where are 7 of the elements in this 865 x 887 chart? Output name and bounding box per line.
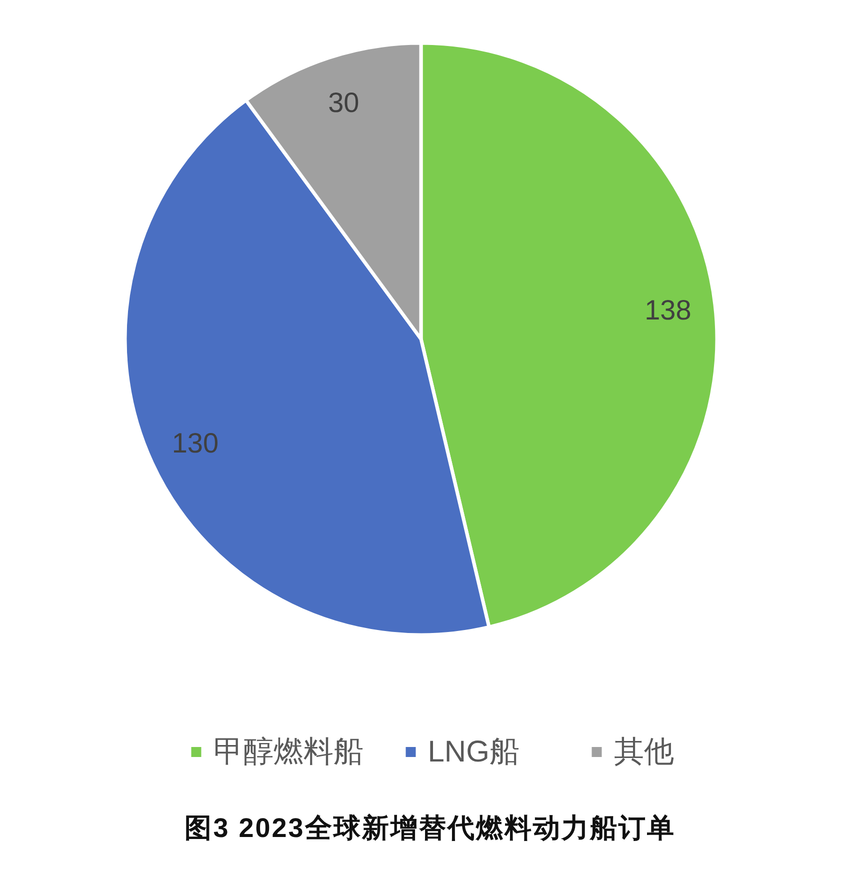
data-label: 138 bbox=[644, 294, 692, 326]
text: 图3 2023全球新增替代燃料动力船订单 bbox=[184, 813, 676, 843]
data-label: 30 bbox=[328, 87, 360, 118]
legend-label: 其他 bbox=[614, 736, 674, 768]
legend-label: 甲醇燃料船 bbox=[213, 736, 364, 768]
legend-label: LNG船 bbox=[428, 736, 520, 768]
data-label: 130 bbox=[172, 428, 219, 459]
